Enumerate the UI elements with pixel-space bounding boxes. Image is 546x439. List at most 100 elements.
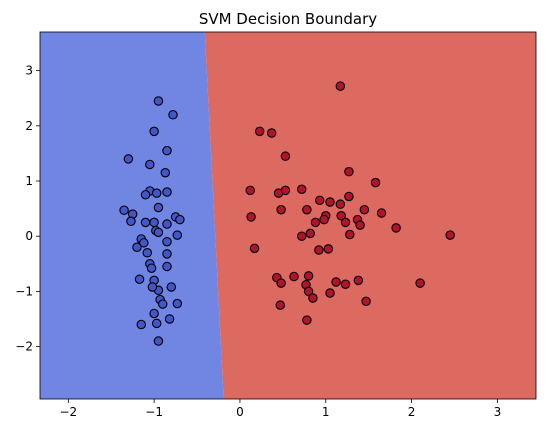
y-tick-label: 2 [25,119,33,133]
x-tick-label: 3 [494,405,502,419]
point-class-blue [149,308,159,319]
point-class-red [344,166,354,177]
point-class-red [361,296,371,307]
chart-title: SVM Decision Boundary [199,10,377,28]
point-class-red [296,184,307,195]
point-class-blue [146,263,157,273]
y-tick-label: 0 [25,229,33,243]
point-class-red [340,279,351,289]
point-class-red [344,191,354,202]
point-class-blue [175,214,185,225]
point-class-red [305,228,316,239]
plot-frame [39,31,537,400]
point-class-red [280,185,291,196]
x-tick-label: 0 [236,405,244,419]
point-class-blue [164,314,175,324]
point-class-red [323,244,334,254]
point-class-red [302,204,312,215]
point-class-blue [151,188,162,198]
point-class-red [345,229,355,240]
point-class-red [289,271,299,282]
point-class-blue [153,202,164,213]
y-tick-label: 1 [25,174,33,188]
x-tick-label: −1 [145,405,163,419]
x-axis: −2 −1 0 1 2 3 [59,399,501,419]
point-class-red [359,204,370,215]
point-class-blue [149,217,159,228]
x-tick-label: −2 [59,405,77,419]
x-tick-label: 2 [408,405,416,419]
point-class-red [319,214,329,225]
point-class-blue [162,261,172,272]
point-class-blue [142,248,153,258]
point-class-red [331,277,341,287]
point-class-blue [162,219,172,229]
point-class-red [245,185,255,196]
point-class-red [376,208,387,218]
point-class-blue [172,298,183,309]
point-class-blue [160,167,171,178]
point-class-red [276,278,286,288]
point-class-red [275,300,286,310]
point-class-red [303,286,314,297]
point-class-blue [153,227,164,238]
point-class-blue [126,216,136,227]
point-class-blue [162,145,172,156]
y-tick-label: 3 [25,64,33,78]
y-tick-label: −2 [15,340,33,354]
point-class-red [314,245,324,255]
point-class-red [335,81,346,91]
decision-region-red [204,32,537,399]
point-class-blue [168,110,178,120]
point-class-red [249,243,260,254]
point-class-blue [134,274,145,284]
point-class-red [303,271,314,281]
point-class-blue [172,230,183,240]
y-tick-label: −1 [15,284,33,298]
point-class-blue [147,282,158,292]
point-class-red [296,231,307,241]
plot-area [39,31,537,400]
point-class-blue [157,299,168,309]
point-class-blue [162,236,172,247]
point-class-blue [162,249,172,259]
point-class-red [310,217,321,228]
point-class-blue [166,282,177,292]
point-class-red [302,315,312,325]
point-class-blue [136,319,147,330]
scatter-points [119,81,455,346]
point-class-red [445,230,455,240]
point-class-red [340,217,351,228]
point-class-red [370,177,381,188]
point-class-blue [149,126,159,137]
point-class-red [335,199,346,209]
point-class-blue [153,96,164,106]
point-class-red [355,220,365,230]
point-class-blue [162,187,172,197]
point-class-blue [153,336,164,346]
point-class-red [276,204,286,215]
point-class-blue [145,159,155,170]
point-class-blue [140,190,151,200]
point-class-red [315,195,325,206]
point-class-red [391,223,401,233]
point-class-red [325,288,335,298]
point-class-red [280,151,291,161]
y-axis: −2 −1 0 1 2 3 [15,64,40,354]
point-class-red [254,126,265,137]
point-class-red [336,211,346,221]
point-class-blue [139,238,149,248]
point-class-blue [123,154,134,164]
point-class-blue [151,318,162,329]
point-class-red [353,275,364,286]
point-class-red [266,128,277,138]
point-class-blue [132,242,142,252]
point-class-blue [140,217,151,228]
point-class-blue [119,205,129,216]
x-tick-label: 1 [322,405,330,419]
point-class-red [415,278,425,288]
point-class-red [325,197,335,207]
point-class-red [246,212,256,222]
point-class-red [308,293,318,303]
